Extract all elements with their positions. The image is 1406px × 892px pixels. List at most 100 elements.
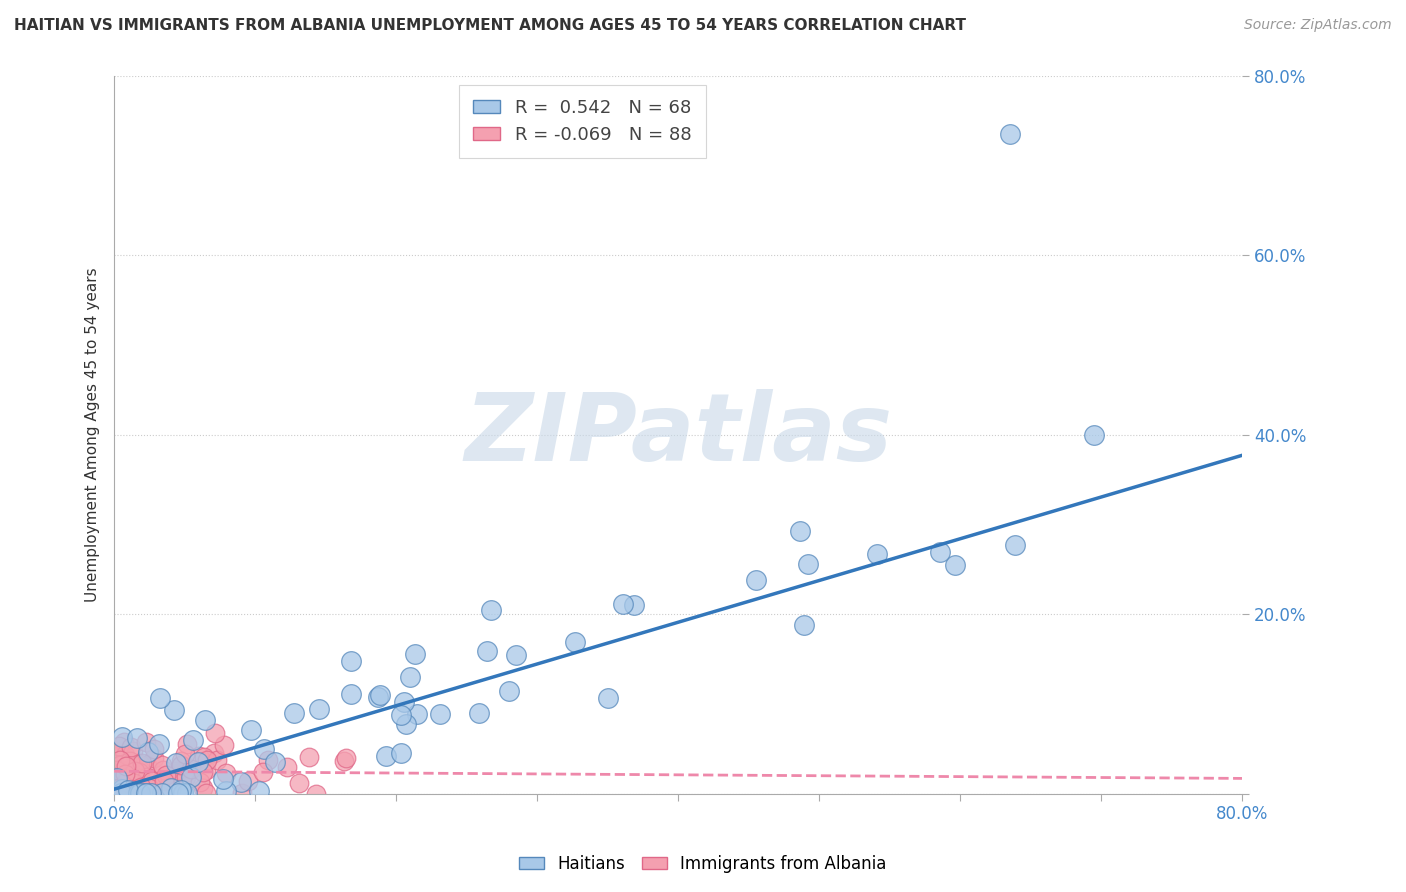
Point (176, 786, 198, 800)
Point (236, 773, 259, 788)
Point (505, 648, 527, 662)
Point (167, 786, 190, 800)
Point (135, 787, 157, 801)
Point (134, 786, 156, 800)
Point (115, 774, 138, 789)
Point (399, 670, 422, 684)
Point (155, 768, 177, 782)
Point (112, 769, 135, 783)
Point (107, 781, 129, 796)
Point (194, 713, 217, 727)
Legend: R =  0.542   N = 68, R = -0.069   N = 88: R = 0.542 N = 68, R = -0.069 N = 88 (458, 85, 706, 159)
Point (176, 737, 198, 751)
Point (172, 786, 194, 800)
Point (191, 764, 214, 779)
Point (264, 756, 287, 770)
Point (124, 764, 146, 778)
Point (135, 786, 157, 800)
Point (165, 756, 187, 770)
Point (118, 787, 141, 801)
Point (120, 780, 142, 795)
Point (252, 742, 274, 756)
Text: HAITIAN VS IMMIGRANTS FROM ALBANIA UNEMPLOYMENT AMONG AGES 45 TO 54 YEARS CORREL: HAITIAN VS IMMIGRANTS FROM ALBANIA UNEMP… (14, 18, 966, 33)
Point (125, 731, 148, 745)
Point (252, 765, 274, 780)
Point (138, 781, 160, 796)
Point (170, 754, 193, 768)
Point (180, 770, 202, 784)
Text: ZIPatlas: ZIPatlas (464, 389, 893, 481)
Point (111, 764, 134, 778)
Point (120, 787, 142, 801)
Point (162, 703, 184, 717)
Point (170, 783, 193, 797)
Point (105, 770, 128, 784)
Point (117, 782, 139, 797)
Point (160, 781, 183, 796)
Point (288, 776, 311, 790)
Point (118, 754, 141, 768)
Point (152, 763, 174, 777)
Point (114, 778, 136, 792)
Point (391, 707, 413, 722)
Point (112, 735, 135, 749)
Point (240, 723, 263, 738)
Point (404, 647, 426, 661)
Point (429, 707, 451, 722)
Point (332, 754, 354, 768)
Point (394, 716, 416, 731)
Point (135, 770, 157, 784)
Point (215, 766, 238, 780)
Point (110, 758, 132, 772)
Point (298, 750, 321, 764)
Point (103, 747, 125, 761)
Point (128, 764, 150, 779)
Point (107, 764, 129, 778)
Point (136, 745, 159, 759)
Point (612, 597, 634, 611)
Point (146, 787, 169, 801)
Point (110, 786, 132, 800)
Point (120, 740, 142, 755)
Point (142, 741, 165, 756)
Point (1004, 538, 1026, 552)
Point (104, 770, 127, 784)
Point (166, 766, 188, 780)
Point (153, 773, 176, 788)
Point (498, 684, 520, 698)
Point (142, 751, 165, 765)
Point (122, 760, 145, 774)
Point (111, 731, 134, 745)
Point (110, 765, 132, 780)
Point (131, 756, 153, 770)
Point (141, 773, 163, 788)
Point (105, 771, 128, 785)
Point (117, 779, 139, 793)
Point (202, 746, 225, 760)
Point (135, 735, 157, 749)
Point (174, 771, 197, 785)
Point (479, 603, 502, 617)
Point (129, 786, 152, 800)
Point (212, 738, 235, 752)
Point (866, 548, 889, 562)
Point (623, 598, 645, 612)
Point (793, 617, 815, 632)
Point (305, 787, 328, 801)
Point (276, 760, 298, 774)
Point (141, 786, 163, 800)
Text: Source: ZipAtlas.com: Source: ZipAtlas.com (1244, 18, 1392, 32)
Point (1083, 427, 1105, 442)
Point (256, 753, 278, 767)
Point (149, 691, 172, 706)
Point (229, 775, 252, 789)
Point (191, 780, 214, 795)
Point (744, 573, 766, 587)
Point (195, 753, 218, 767)
Point (475, 644, 498, 658)
Point (308, 702, 330, 716)
Point (389, 747, 412, 761)
Point (111, 779, 134, 793)
Point (136, 757, 159, 772)
Point (129, 773, 152, 788)
